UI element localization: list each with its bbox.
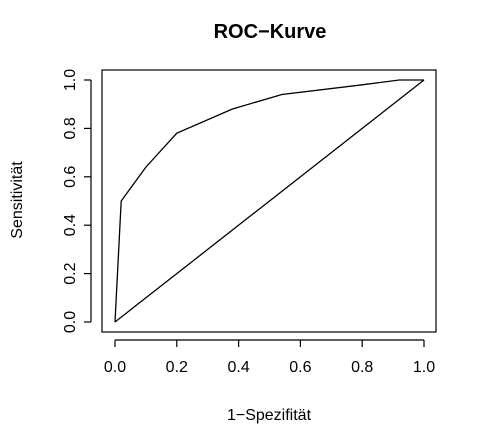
diagonal-reference-line: [114, 79, 425, 323]
x-tick-label: 0.4: [227, 359, 249, 376]
y-tick-label: 0.0: [62, 311, 79, 333]
y-tick-label: 0.4: [62, 214, 79, 236]
chart-title: ROC−Kurve: [214, 21, 327, 43]
y-axis-label: Sensitivität: [9, 161, 26, 239]
x-axis-label: 1−Spezifität: [227, 407, 312, 424]
x-tick-label: 1.0: [413, 359, 435, 376]
roc-curve-line: [114, 79, 424, 323]
y-tick-label: 0.6: [62, 166, 79, 188]
y-tick-label: 1.0: [62, 69, 79, 91]
x-axis: 0.0 0.2 0.4 0.6 0.8 1.0: [104, 339, 435, 376]
x-tick-label: 0.6: [289, 359, 311, 376]
plot-frame: [101, 69, 437, 333]
y-tick-label: 0.2: [62, 262, 79, 284]
y-axis: 0.0 0.2 0.4 0.6 0.8 1.0: [62, 69, 92, 333]
series-layer: [114, 79, 425, 323]
x-tick-label: 0.2: [166, 359, 188, 376]
x-tick-label: 0.0: [104, 359, 126, 376]
x-tick-label: 0.8: [351, 359, 373, 376]
y-tick-label: 0.8: [62, 117, 79, 139]
